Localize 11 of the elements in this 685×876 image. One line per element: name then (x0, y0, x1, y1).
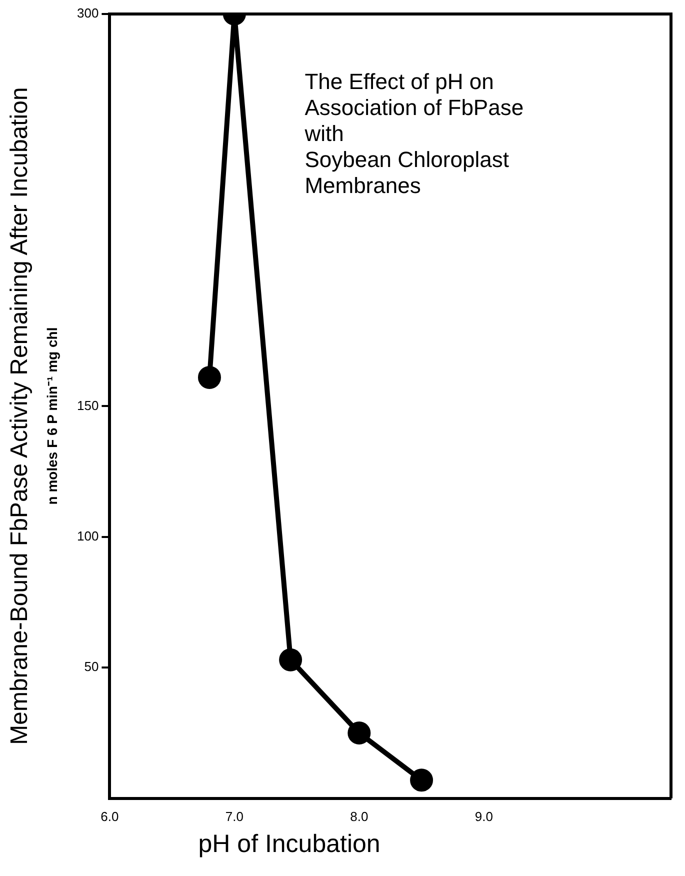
y-tick-label: 100 (76, 528, 99, 544)
y-tick-label: 300 (76, 6, 99, 21)
x-axis-title: pH of Incubation (198, 830, 380, 860)
y-tick-label: 50 (84, 659, 99, 674)
x-tick-label: 8.0 (350, 808, 368, 824)
x-tick-label: 9.0 (474, 808, 493, 824)
x-tick-label: 6.0 (100, 808, 119, 824)
y-axis-title: Membrane-Bound FbPase Activity Remaining After Incubation n moles F 6 P min⁻¹ mg chl (6, 87, 61, 746)
y-tick-label: 150 (76, 398, 99, 413)
x-tick-label: 7.0 (225, 808, 244, 824)
text: The Effect of pH on Association of FbPase with Soybean Chloroplast Membranes (304, 69, 524, 199)
